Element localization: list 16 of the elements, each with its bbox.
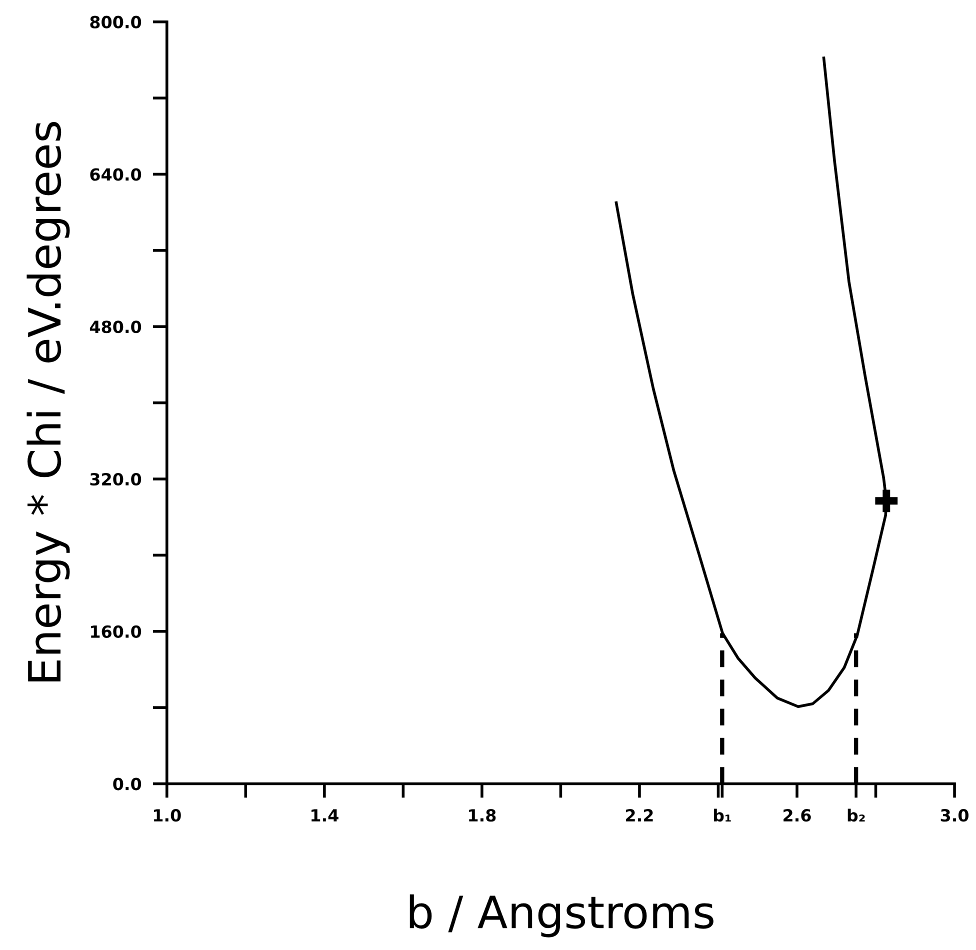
y-tick-label: 320.0 (90, 472, 142, 486)
x-tick-label: 1.0 (154, 809, 181, 822)
x-tick-label: b₂ (848, 808, 865, 822)
x-axis-title: b / Angstroms (410, 894, 714, 938)
y-tick-label: 480.0 (90, 320, 142, 334)
y-axis-title: Energy * Chi / eV.degrees (26, 122, 70, 682)
x-tick-label: 1.8 (469, 809, 496, 822)
y-tick-label: 0.0 (113, 778, 142, 790)
y-tick-label: 640.0 (90, 168, 142, 181)
x-tick-label: 1.4 (312, 809, 338, 822)
y-tick-label: 800.0 (90, 16, 142, 28)
x-tick-label: 2.2 (626, 809, 653, 822)
x-tick-label: 2.6 (784, 809, 811, 822)
x-tick-label: b₁ (714, 808, 731, 822)
y-tick-label: 160.0 (91, 625, 142, 638)
x-tick-label: 3.0 (940, 809, 968, 822)
